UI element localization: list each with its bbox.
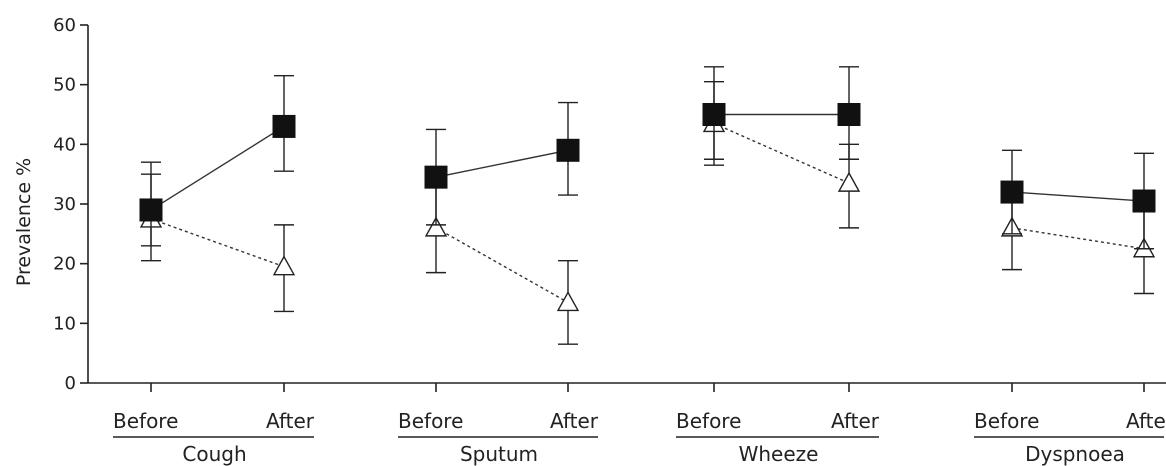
axes: 0 10 20 30 40 50 60 — [53, 15, 1166, 394]
data-point-square — [837, 103, 861, 126]
data-point-square — [139, 198, 163, 222]
data-point-triangle — [837, 171, 861, 192]
data-point-square — [1132, 189, 1156, 213]
series-line-square — [435, 149, 569, 178]
condition-label: After — [1126, 409, 1166, 433]
series-line-square — [1011, 191, 1145, 202]
series-line-square — [150, 125, 285, 211]
series-line-triangle — [713, 122, 850, 184]
data-point-triangle — [424, 216, 448, 237]
condition-label: Before — [974, 409, 1039, 433]
series-line-triangle — [435, 227, 569, 304]
y-axis-label: Prevalence % — [13, 158, 35, 286]
condition-label: Before — [398, 409, 463, 433]
condition-label: After — [831, 409, 880, 433]
y-tick-label: 0 — [65, 373, 76, 394]
group-label: Wheeze — [739, 442, 819, 466]
condition-label: After — [266, 409, 315, 433]
condition-label: Before — [676, 409, 741, 433]
group-dyspnoea — [1000, 149, 1156, 295]
group-label: Dyspnoea — [1025, 442, 1125, 466]
group-sputum — [424, 101, 580, 345]
plot-area — [139, 66, 1156, 345]
data-point-square — [424, 165, 448, 189]
y-tick-label: 40 — [53, 134, 76, 155]
group-cough — [139, 75, 296, 313]
series-line-triangle — [1011, 227, 1145, 250]
data-point-triangle — [272, 255, 296, 276]
condition-label: After — [550, 409, 599, 433]
group-label: Cough — [182, 442, 246, 466]
data-point-square — [556, 138, 580, 162]
series-line-triangle — [150, 218, 285, 268]
y-tick-label: 50 — [53, 75, 76, 96]
data-point-triangle — [556, 291, 580, 312]
data-point-square — [1000, 180, 1024, 204]
condition-label: Before — [113, 409, 178, 433]
data-point-square — [702, 103, 726, 126]
group-label: Sputum — [460, 442, 538, 466]
y-tick-label: 10 — [53, 313, 76, 334]
y-tick-label: 60 — [53, 15, 76, 36]
group-wheeze — [702, 66, 861, 229]
y-tick-label: 30 — [53, 194, 76, 215]
data-point-square — [272, 114, 296, 138]
y-tick-label: 20 — [53, 254, 76, 275]
